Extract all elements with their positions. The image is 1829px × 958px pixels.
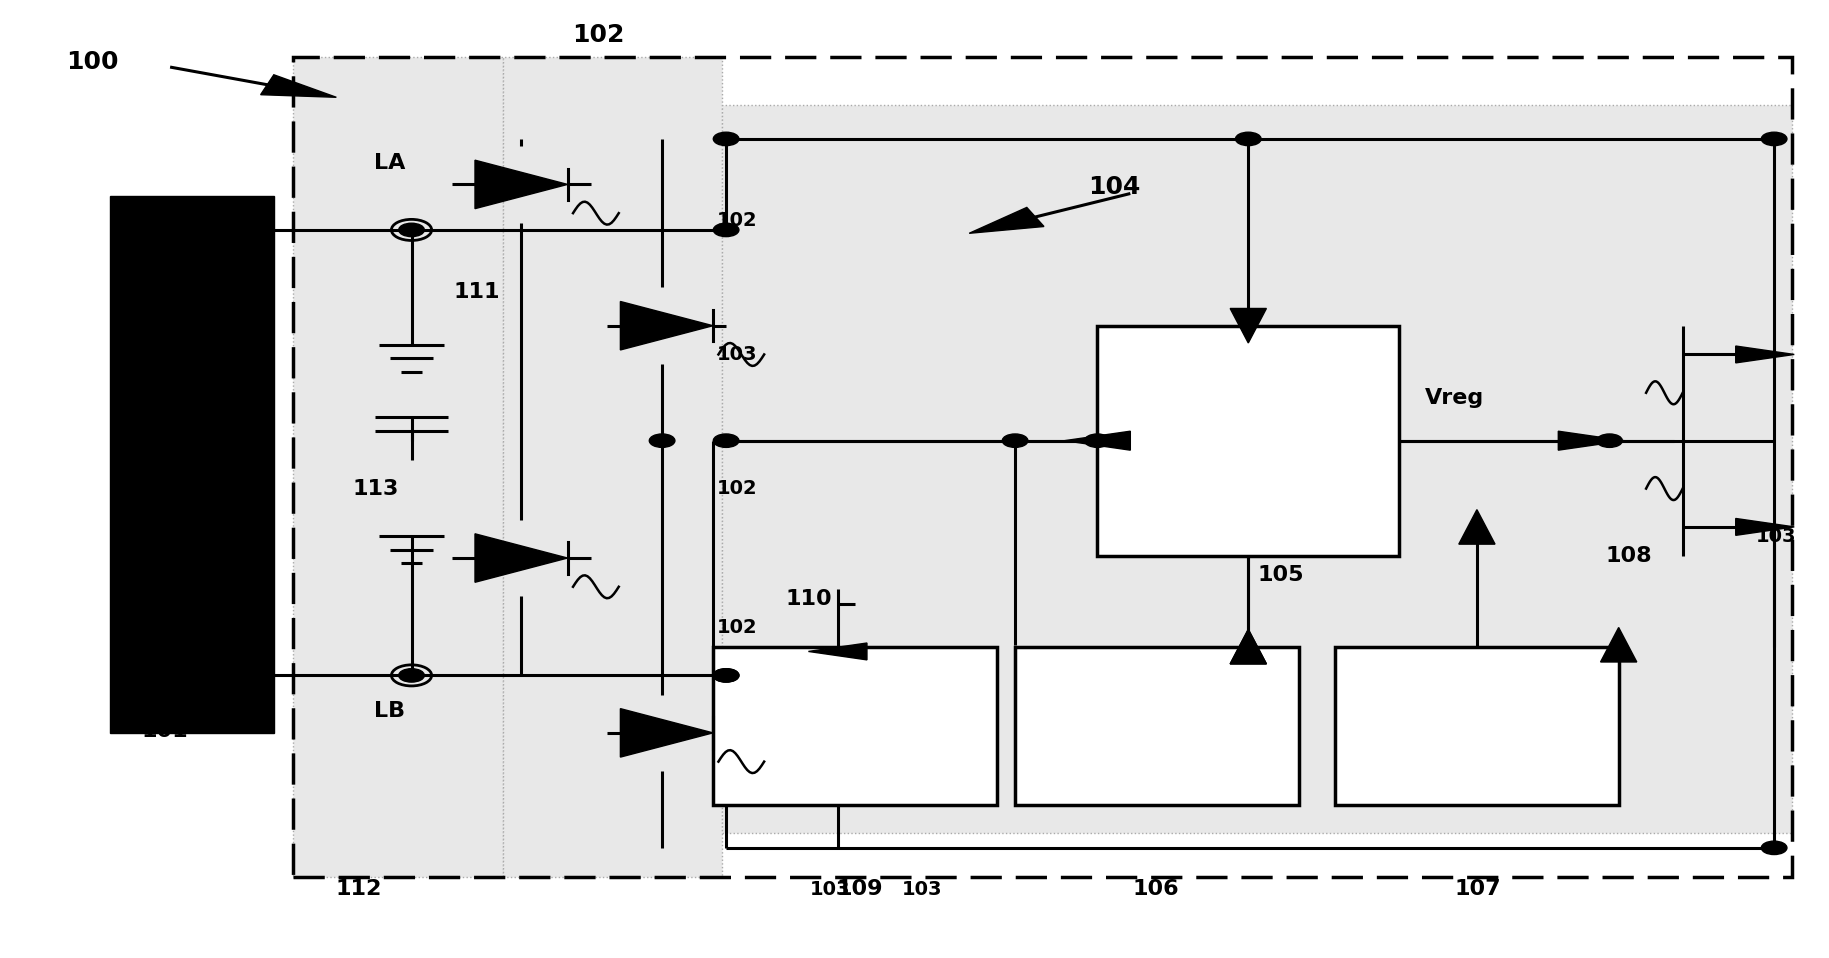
Text: 103: 103 — [1756, 527, 1796, 546]
Text: 105: 105 — [1257, 565, 1304, 584]
Circle shape — [713, 223, 739, 237]
Polygon shape — [1231, 629, 1266, 664]
Bar — [722, 105, 1792, 833]
Text: 103: 103 — [717, 345, 757, 364]
Polygon shape — [620, 302, 713, 350]
Text: 106: 106 — [1132, 879, 1180, 899]
Text: 102: 102 — [717, 479, 757, 498]
Bar — [1097, 326, 1399, 556]
Polygon shape — [1231, 308, 1266, 343]
Text: 104: 104 — [1088, 174, 1141, 199]
Polygon shape — [476, 160, 567, 209]
Circle shape — [399, 669, 424, 682]
Text: 103: 103 — [902, 879, 942, 899]
Text: 100: 100 — [66, 50, 119, 75]
Circle shape — [399, 223, 424, 237]
Bar — [713, 647, 997, 805]
Circle shape — [1761, 841, 1787, 855]
Bar — [110, 196, 274, 733]
Text: LB: LB — [373, 701, 406, 720]
Polygon shape — [969, 208, 1044, 234]
Text: 113: 113 — [353, 479, 399, 498]
Text: 111: 111 — [454, 283, 499, 302]
Polygon shape — [808, 643, 867, 660]
Circle shape — [1761, 132, 1787, 146]
Circle shape — [713, 434, 739, 447]
Text: Vreg: Vreg — [1425, 388, 1483, 407]
Polygon shape — [620, 709, 713, 757]
Polygon shape — [476, 534, 567, 582]
Bar — [293, 57, 503, 877]
Polygon shape — [1736, 518, 1794, 536]
Text: 103: 103 — [810, 879, 850, 899]
Text: 108: 108 — [1606, 546, 1652, 565]
Circle shape — [1235, 132, 1262, 146]
Text: LA: LA — [373, 153, 406, 172]
Circle shape — [649, 434, 675, 447]
Bar — [293, 57, 1792, 877]
Bar — [1335, 647, 1619, 805]
Polygon shape — [1558, 431, 1624, 450]
Text: 107: 107 — [1454, 879, 1502, 899]
Circle shape — [1597, 434, 1622, 447]
Polygon shape — [1600, 627, 1637, 662]
Text: 102: 102 — [717, 618, 757, 637]
Polygon shape — [1064, 431, 1130, 450]
Text: 102: 102 — [717, 211, 757, 230]
Circle shape — [1085, 434, 1110, 447]
Bar — [1015, 647, 1299, 805]
Text: 109: 109 — [836, 879, 883, 899]
Polygon shape — [1736, 346, 1794, 363]
Bar — [503, 57, 722, 877]
Circle shape — [1002, 434, 1028, 447]
Text: 110: 110 — [785, 589, 832, 608]
Polygon shape — [260, 75, 337, 98]
Text: 112: 112 — [335, 879, 382, 899]
Circle shape — [713, 669, 739, 682]
Polygon shape — [1231, 629, 1266, 664]
Circle shape — [713, 132, 739, 146]
Circle shape — [713, 669, 739, 682]
Text: 101: 101 — [141, 721, 188, 741]
Polygon shape — [1460, 510, 1494, 544]
Text: 102: 102 — [572, 23, 624, 48]
